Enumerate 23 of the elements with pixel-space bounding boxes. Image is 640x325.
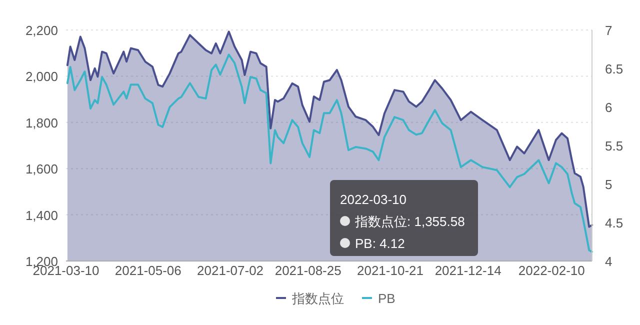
x-tick-label: 2021-08-25 [274, 263, 342, 278]
y-tick-label: 1,400 [25, 208, 58, 223]
x-tick-label: 2021-10-21 [356, 263, 424, 278]
annotation: 指数点位: 1,355.58 [354, 214, 465, 229]
y2-tick-label: 5.5 [605, 138, 624, 154]
y2-tick-label: 6.5 [605, 62, 624, 76]
x-tick-label: 2021-05-06 [114, 263, 182, 278]
x-tick-label: 2022-02-10 [518, 263, 585, 278]
y-tick-label: 2,200 [25, 23, 58, 38]
x-tick-label: 2021-12-14 [434, 263, 502, 278]
y2-tick-label: 4 [605, 254, 612, 269]
legend-label: 指数点位 [291, 291, 344, 306]
y-tick-label: 1,800 [25, 115, 58, 130]
annotation: PB: 4.12 [355, 236, 405, 251]
y2-tick-label: 6 [605, 100, 612, 115]
annotation: 2022-03-10 [340, 192, 406, 207]
y2-tick-label: 7 [605, 23, 612, 38]
legend-label: PB [378, 291, 396, 306]
y2-tick-label: 4.5 [605, 216, 624, 230]
x-tick-label: 2021-07-02 [197, 263, 264, 278]
y-tick-label: 2,000 [25, 69, 58, 84]
y-tick-label: 1,600 [25, 162, 58, 177]
y2-tick-label: 5 [605, 177, 612, 192]
